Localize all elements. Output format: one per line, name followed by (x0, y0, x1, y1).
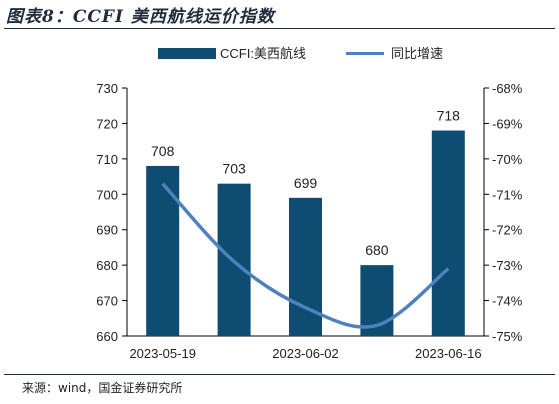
right-axis-tick-label: -71% (492, 187, 523, 202)
left-axis-tick-label: 670 (96, 294, 118, 309)
bar (146, 165, 180, 336)
left-axis-tick-label: 720 (96, 116, 118, 131)
figure-title: 图表8：CCFI 美西航线运价指数 (6, 7, 275, 27)
left-axis-tick-label: 700 (96, 187, 118, 202)
left-axis-tick-label: 730 (96, 81, 118, 96)
bar-data-label: 680 (365, 242, 389, 258)
bar (431, 130, 465, 336)
bar-data-label: 708 (151, 143, 175, 159)
bar-data-label: 703 (222, 161, 246, 177)
right-axis-tick-label: -68% (492, 81, 523, 96)
right-axis-tick-label: -74% (492, 294, 523, 309)
right-axis-tick-label: -75% (492, 329, 523, 344)
right-axis-tick-label: -72% (492, 223, 523, 238)
bar-series: 708 703 699 680 718 (146, 108, 465, 336)
title-divider (4, 28, 555, 29)
source-note: 来源：wind，国金证券研究所 (22, 381, 183, 395)
axes: 660 670 680 690 700 710 720 730 -75% -74% -73% -72%… (96, 81, 522, 361)
right-axis-tick-label: -73% (492, 258, 523, 273)
line-series (161, 182, 450, 329)
x-axis-tick-label: 2023-06-02 (272, 346, 339, 361)
bar (289, 197, 322, 336)
left-axis-tick-label: 680 (96, 258, 118, 273)
right-axis-tick-label: -70% (492, 152, 523, 167)
x-axis-tick-label: 2023-05-19 (129, 346, 196, 361)
bar-data-label: 699 (294, 175, 318, 191)
legend-bar-swatch (158, 48, 216, 59)
left-axis-tick-label: 710 (96, 152, 118, 167)
bar-data-label: 718 (437, 108, 461, 124)
footer-divider (4, 374, 555, 375)
x-axis-tick-label: 2023-06-16 (415, 346, 482, 361)
right-axis-tick-label: -69% (492, 116, 523, 131)
left-axis-tick-label: 660 (96, 329, 118, 344)
legend-line-label: 同比增速 (391, 46, 443, 61)
legend-bar-label: CCFI:美西航线 (220, 46, 306, 61)
left-axis-tick-label: 690 (96, 223, 118, 238)
legend: CCFI:美西航线 同比增速 (158, 46, 443, 61)
